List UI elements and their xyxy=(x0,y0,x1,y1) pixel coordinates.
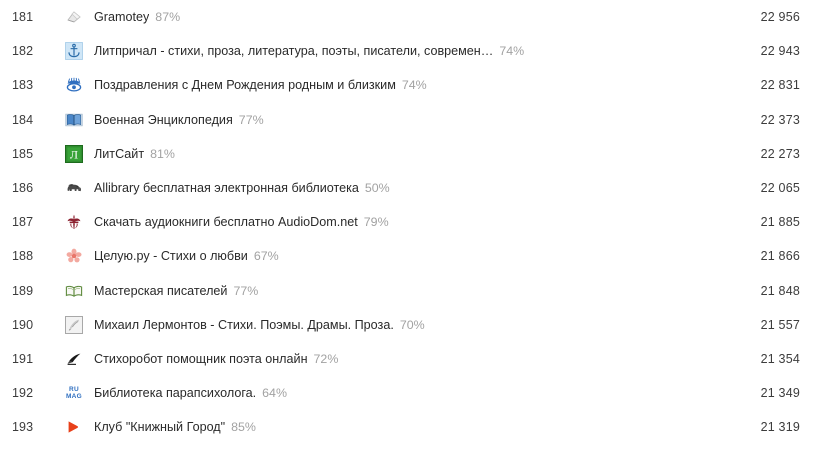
anchor-icon xyxy=(64,41,84,61)
visits-count: 22 065 xyxy=(760,181,800,196)
site-title[interactable]: Поздравления с Днем Рождения родным и бл… xyxy=(94,78,396,93)
site-title[interactable]: Скачать аудиокниги бесплатно AudioDom.ne… xyxy=(94,215,358,230)
fleur-de-lis-icon xyxy=(64,212,84,232)
eye-shell-icon xyxy=(64,75,84,95)
site-title[interactable]: Allibrary бесплатная электронная библиот… xyxy=(94,181,359,196)
share-percent: 85% xyxy=(231,420,256,435)
rank-number: 182 xyxy=(12,44,34,59)
table-row[interactable]: 190 Михаил Лермонтов - Стихи. Поэмы. Драм… xyxy=(0,308,818,342)
share-percent: 64% xyxy=(262,386,287,401)
rank-number: 188 xyxy=(12,249,34,264)
svg-text:Л: Л xyxy=(70,147,78,161)
visits-count: 22 273 xyxy=(760,146,800,161)
visits-count: 21 557 xyxy=(760,317,800,332)
green-letter-icon: Л xyxy=(64,144,84,164)
table-row[interactable]: 185 Л ЛитСайт 81% 22 273 xyxy=(0,137,818,171)
site-title-group: Военная Энциклопедия 77% xyxy=(94,113,690,127)
site-title-group: Поздравления с Днем Рождения родным и бл… xyxy=(94,78,690,92)
visits-count: 22 373 xyxy=(760,112,800,127)
rank-number: 190 xyxy=(12,317,34,332)
rank-number: 183 xyxy=(12,78,34,93)
site-title-group: Gramotey 87% xyxy=(94,10,690,24)
share-percent: 77% xyxy=(238,112,264,127)
table-row[interactable]: 192 RU MAG Библиотека парапсихолога. 64% 21 3… xyxy=(0,376,818,410)
visits-count: 21 848 xyxy=(760,283,800,298)
visits-count: 21 349 xyxy=(760,386,800,401)
visits-count: 22 943 xyxy=(760,44,800,59)
share-percent: 87% xyxy=(155,10,181,25)
table-row[interactable]: 181 Gramotey 87% 22 956 xyxy=(0,0,818,34)
site-title[interactable]: Военная Энциклопедия xyxy=(94,112,233,127)
site-title[interactable]: ЛитСайт xyxy=(94,146,145,161)
elephant-icon xyxy=(64,178,84,198)
site-title[interactable]: Литпричал - стихи, проза, литература, по… xyxy=(94,44,494,59)
site-title[interactable]: Библиотека парапсихолога. xyxy=(94,386,257,401)
rank-number: 185 xyxy=(12,146,34,161)
site-title-group: Allibrary бесплатная электронная библиот… xyxy=(94,181,690,195)
visits-count: 21 885 xyxy=(760,215,800,230)
share-percent: 67% xyxy=(253,249,279,264)
table-row[interactable]: 188 Целую.ру - Стихи о любви 67% 21 866 xyxy=(0,239,818,273)
site-title-group: ЛитСайт 81% xyxy=(94,147,690,161)
visits-count: 22 956 xyxy=(760,10,800,25)
table-row[interactable]: 187 Скачать аудиокниги бесплатно AudioDom… xyxy=(0,205,818,239)
site-title-group: Библиотека парапсихолога. 64% xyxy=(94,386,690,400)
visits-count: 21 354 xyxy=(760,351,800,366)
share-percent: 72% xyxy=(313,351,339,366)
table-row[interactable]: 189 Мастерская писателей 77% 21 848 xyxy=(0,274,818,308)
site-title[interactable]: Gramotey xyxy=(94,10,150,25)
visits-count: 21 319 xyxy=(760,420,800,435)
pen-nib-icon xyxy=(64,349,84,369)
pink-flower-icon xyxy=(64,246,84,266)
site-title-group: Стихоробот помощник поэта онлайн 72% xyxy=(94,352,690,366)
share-percent: 50% xyxy=(364,181,390,196)
rank-number: 189 xyxy=(12,283,34,298)
share-percent: 77% xyxy=(233,283,259,298)
table-row[interactable]: 182 Литпричал - стихи, проза, литература,… xyxy=(0,34,818,68)
rank-number: 187 xyxy=(12,215,34,230)
visits-count: 21 866 xyxy=(760,249,800,264)
gramotey-book-icon xyxy=(64,7,84,27)
table-row[interactable]: 183 Поздравления с Днем Рождения родным и… xyxy=(0,68,818,102)
share-percent: 81% xyxy=(150,146,175,161)
site-title[interactable]: Клуб "Книжный Город" xyxy=(94,420,226,435)
table-row[interactable]: 191 Стихоробот помощник поэта онлайн 72% 21… xyxy=(0,342,818,376)
site-title-group: Скачать аудиокниги бесплатно AudioDom.ne… xyxy=(94,215,690,229)
rank-number: 184 xyxy=(12,112,34,127)
open-book-blue-icon xyxy=(64,110,84,130)
open-book-green-icon xyxy=(64,281,84,301)
table-row[interactable]: 186 Allibrary бесплатная электронная библ… xyxy=(0,171,818,205)
rank-number: 186 xyxy=(12,181,34,196)
rank-number: 192 xyxy=(12,386,34,401)
share-percent: 74% xyxy=(401,78,427,93)
rank-number: 181 xyxy=(12,10,34,25)
visits-count: 22 831 xyxy=(760,78,800,93)
quill-square-icon xyxy=(64,315,84,335)
share-percent: 70% xyxy=(399,317,425,332)
site-title[interactable]: Стихоробот помощник поэта онлайн xyxy=(94,351,308,366)
site-title-group: Мастерская писателей 77% xyxy=(94,284,690,298)
share-percent: 74% xyxy=(499,44,525,59)
site-title[interactable]: Целую.ру - Стихи о любви xyxy=(94,249,248,264)
site-title[interactable]: Михаил Лермонтов - Стихи. Поэмы. Драмы. … xyxy=(94,317,394,332)
site-title[interactable]: Мастерская писателей xyxy=(94,283,228,298)
orange-arrow-icon xyxy=(64,417,84,437)
site-title-group: Михаил Лермонтов - Стихи. Поэмы. Драмы. … xyxy=(94,318,690,332)
rumag-text-icon: RU MAG xyxy=(65,386,83,401)
table-row[interactable]: 184 Военная Энциклопедия 77% 22 373 xyxy=(0,103,818,137)
rank-number: 191 xyxy=(12,351,34,366)
site-title-group: Клуб "Книжный Город" 85% xyxy=(94,420,690,434)
rank-number: 193 xyxy=(12,420,34,435)
site-title-group: Целую.ру - Стихи о любви 67% xyxy=(94,249,690,263)
table-row[interactable]: 193 Клуб "Книжный Город" 85% 21 319 xyxy=(0,410,818,444)
site-title-group: Литпричал - стихи, проза, литература, по… xyxy=(94,44,690,58)
share-percent: 79% xyxy=(363,215,389,230)
